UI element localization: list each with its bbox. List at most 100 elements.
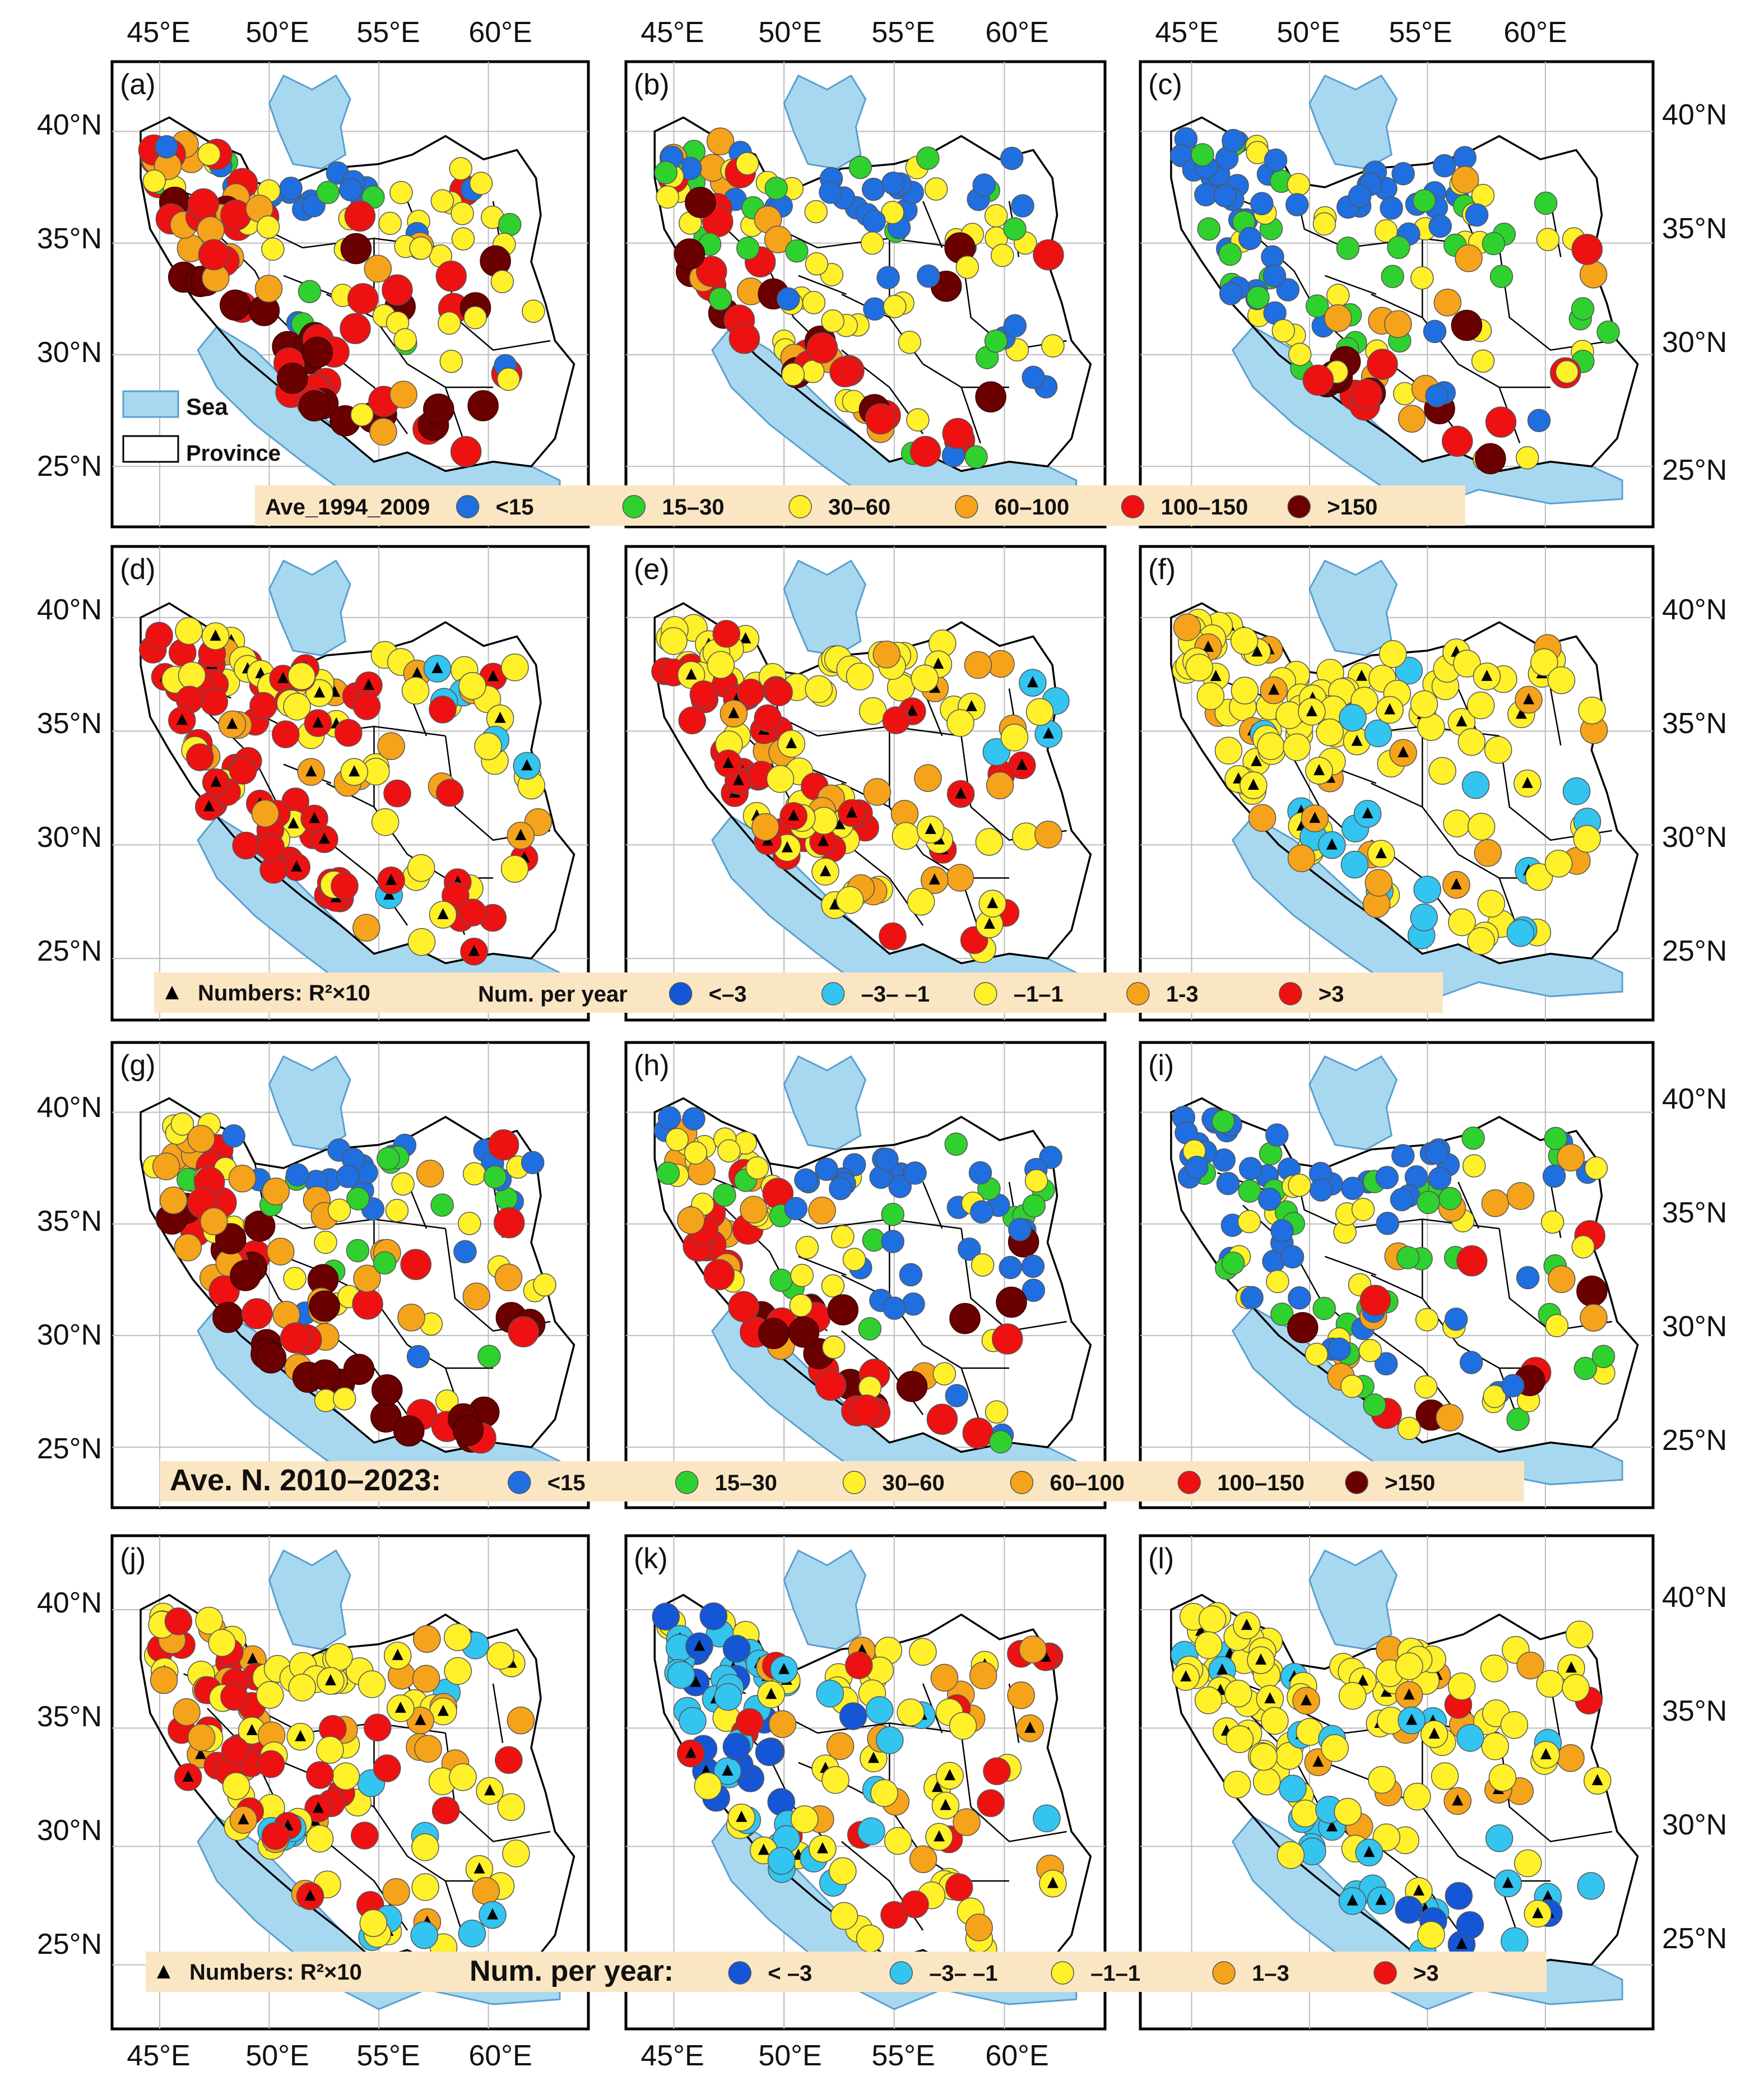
station-marker (431, 1796, 460, 1824)
station-marker (856, 1925, 884, 1953)
significance-triangle (1047, 1876, 1059, 1888)
station-marker (382, 274, 413, 305)
significance-triangle (313, 1801, 324, 1813)
station-marker (232, 831, 260, 860)
station-marker (187, 1723, 216, 1751)
station-marker (1287, 1312, 1319, 1343)
station-marker (1577, 1872, 1605, 1900)
significance-triangle (1532, 1907, 1544, 1919)
significance-triangle (521, 759, 533, 771)
station-marker (500, 855, 529, 883)
station-marker (1395, 1652, 1423, 1680)
station-marker (251, 799, 280, 828)
station-marker (682, 1107, 705, 1130)
station-marker (1364, 719, 1392, 748)
station-marker (230, 1260, 261, 1291)
station-marker (872, 641, 901, 669)
station-marker (1571, 297, 1595, 321)
right-lat-tick: 25°N (1662, 454, 1727, 486)
significance-triangle (846, 806, 857, 818)
station-marker (863, 778, 892, 806)
station-marker (1376, 1212, 1399, 1235)
station-marker (283, 1267, 307, 1290)
significance-triangle (324, 1674, 336, 1686)
province-boundary (1324, 1255, 1377, 1276)
station-marker (414, 1735, 442, 1763)
station-marker (449, 1763, 477, 1791)
station-marker (991, 243, 1014, 267)
station-marker (1506, 919, 1535, 947)
station-marker (1461, 771, 1490, 799)
station-marker (736, 1708, 764, 1736)
station-marker (1483, 1384, 1506, 1408)
station-marker (1033, 239, 1064, 271)
significance-triangle (392, 1648, 403, 1660)
station-marker (983, 1757, 1011, 1786)
station-marker (667, 1661, 695, 1689)
significance-triangle (736, 1810, 748, 1822)
station-marker (453, 1240, 477, 1264)
station-marker (1211, 1110, 1235, 1133)
station-marker (735, 152, 759, 175)
station-marker (1433, 288, 1462, 317)
station-marker (1545, 1314, 1569, 1337)
left-lat-tick: 40°N (37, 109, 102, 141)
station-marker (1340, 850, 1369, 879)
station-marker (411, 1873, 439, 1901)
station-marker (821, 1766, 849, 1794)
legend-swatch (508, 1471, 531, 1494)
station-marker (1448, 908, 1476, 937)
right-lat-tick: 40°N (1662, 1083, 1727, 1115)
station-marker (145, 622, 173, 650)
province-boundary (798, 1255, 847, 1276)
station-marker (946, 709, 974, 737)
station-marker (964, 651, 992, 679)
significance-triangle (740, 632, 751, 643)
station-marker (397, 1303, 425, 1332)
station-marker (1555, 360, 1579, 384)
significance-triangle (304, 1889, 316, 1901)
significance-triangle (305, 765, 317, 777)
station-marker (1506, 1182, 1535, 1210)
province-boundary (1324, 275, 1377, 295)
station-marker (1480, 1655, 1508, 1683)
station-marker (883, 295, 907, 318)
station-marker (884, 1827, 912, 1855)
map-panel-f: (f) (1139, 545, 1655, 1022)
legend-item-label: 30–60 (883, 1471, 945, 1495)
station-marker (1525, 863, 1553, 891)
panel-label: (e) (634, 553, 670, 586)
station-marker (1542, 1164, 1566, 1188)
station-marker (1336, 237, 1360, 260)
station-marker (1536, 228, 1560, 251)
station-marker (958, 1238, 981, 1261)
significance-triangle (788, 809, 800, 821)
station-marker (458, 1919, 486, 1948)
legend-item-label: >150 (1327, 495, 1377, 520)
significance-triangle (312, 716, 324, 728)
station-marker (1428, 214, 1452, 238)
significance-triangle (1384, 703, 1396, 715)
panel-label: (i) (1148, 1049, 1174, 1082)
station-marker (970, 1200, 994, 1224)
station-marker (781, 363, 805, 386)
station-marker (501, 654, 529, 682)
station-marker (652, 1602, 680, 1631)
province-boundary (444, 387, 466, 444)
significance-triangle (1375, 1893, 1387, 1905)
station-marker (316, 1736, 344, 1764)
station-marker (435, 261, 467, 292)
top-lon-tick: 45°E (640, 16, 704, 49)
station-marker (462, 1162, 486, 1185)
station-marker (654, 161, 678, 184)
significance-triangle (1301, 1694, 1312, 1706)
legend-item-label: <15 (496, 495, 534, 520)
station-marker (344, 200, 376, 232)
station-markers (1171, 1602, 1612, 1967)
station-marker (1380, 196, 1403, 220)
station-marker (945, 1873, 973, 1902)
legend-title: Num. per year (478, 982, 628, 1007)
station-marker (879, 922, 907, 951)
station-marker (369, 418, 397, 446)
station-markers (1172, 609, 1608, 955)
